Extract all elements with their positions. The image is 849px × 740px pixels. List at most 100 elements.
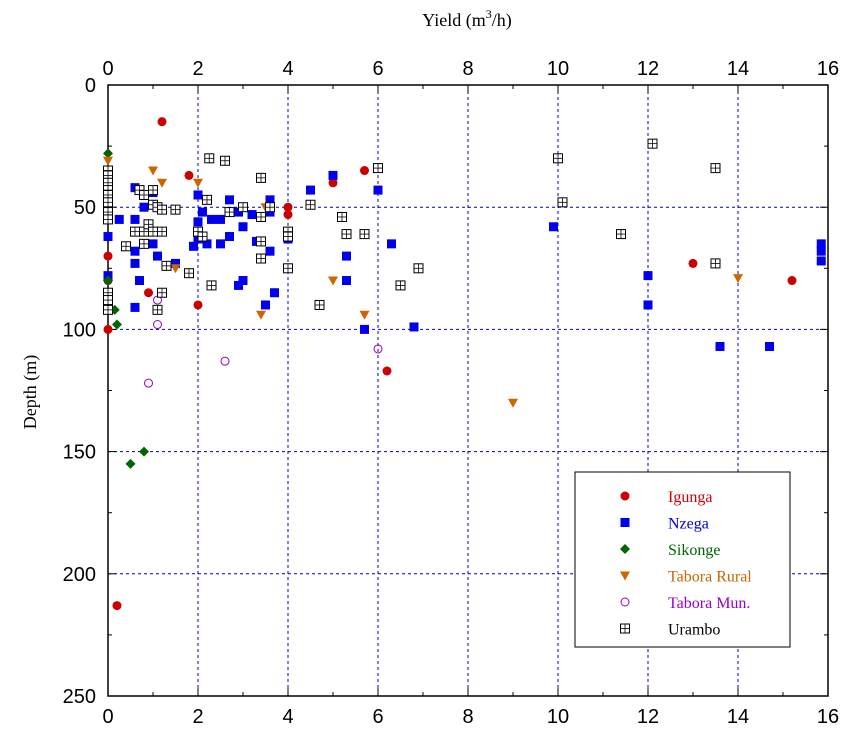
data-point (328, 178, 338, 188)
data-point (220, 356, 230, 366)
data-point (171, 258, 180, 268)
y-tick-label: 250 (63, 686, 96, 708)
x-tick-label-top: 6 (372, 58, 383, 80)
data-point (328, 276, 338, 286)
data-point (256, 172, 266, 183)
data-point (409, 322, 419, 332)
data-point (328, 170, 338, 180)
data-point (283, 202, 293, 212)
legend-marker (620, 544, 630, 554)
data-point (710, 258, 721, 269)
legend-marker (620, 491, 630, 501)
data-point (148, 226, 158, 237)
data-point (359, 310, 370, 320)
data-point (114, 214, 124, 224)
data-point (202, 194, 212, 205)
data-point (139, 446, 149, 457)
data-point (103, 275, 113, 286)
x-tick-label-bottom: 6 (372, 706, 383, 728)
data-point (373, 344, 383, 354)
data-point (342, 276, 351, 286)
data-point (144, 288, 153, 298)
data-point (135, 276, 144, 286)
data-point (170, 204, 181, 215)
data-point (103, 232, 113, 242)
data-point (373, 185, 383, 195)
data-point (193, 178, 203, 188)
data-point (238, 276, 248, 286)
x-tick-label-top: 12 (637, 58, 659, 80)
data-point (256, 253, 266, 264)
x-tick-label-bottom: 12 (637, 706, 659, 728)
data-point (170, 264, 181, 274)
data-point (224, 207, 235, 218)
data-point (103, 295, 113, 306)
data-point (125, 458, 136, 469)
data-point (157, 226, 167, 237)
data-point (247, 210, 257, 220)
data-point (225, 195, 234, 205)
data-point (341, 229, 352, 240)
data-point (157, 204, 167, 215)
data-point (238, 222, 248, 232)
data-point (216, 239, 225, 249)
data-point (153, 251, 162, 261)
data-point (139, 202, 149, 212)
y-tick-label: 100 (63, 319, 96, 341)
data-point (206, 280, 217, 291)
data-point (238, 202, 248, 213)
y-tick-label: 200 (63, 564, 96, 586)
x-tick-label-top: 14 (727, 58, 749, 80)
data-point (189, 241, 198, 251)
legend-label: Igunga (668, 489, 712, 506)
data-point (314, 299, 325, 310)
axis-ticks (107, 84, 829, 697)
data-point (197, 231, 208, 242)
data-point (103, 214, 113, 225)
data-point (508, 398, 518, 408)
data-point (305, 199, 316, 210)
legend-box (574, 471, 791, 648)
series-tabora-rural (103, 156, 743, 408)
data-point (553, 153, 563, 164)
data-point (112, 319, 122, 330)
data-point (198, 207, 207, 217)
x-tick-label-bottom: 0 (102, 706, 113, 728)
data-point (103, 148, 113, 159)
data-point (306, 185, 315, 195)
x-tick-label-top: 10 (547, 58, 569, 80)
data-point (225, 232, 234, 242)
data-point (342, 251, 351, 261)
data-point (130, 302, 140, 312)
data-point (130, 246, 140, 256)
data-point (139, 189, 149, 200)
legend-label: Urambo (668, 622, 720, 639)
x-tick-label-bottom: 4 (282, 706, 293, 728)
data-point (688, 258, 698, 268)
y-tick-label: 0 (85, 75, 96, 97)
data-point (103, 156, 113, 166)
legend-marker (620, 518, 630, 527)
data-point (647, 138, 658, 149)
data-point (103, 304, 113, 315)
data-point (765, 342, 774, 352)
legend-label: Sikonge (668, 542, 720, 559)
data-point (261, 300, 270, 310)
data-point (103, 324, 113, 334)
y-tick-label: 150 (63, 442, 96, 464)
data-point (204, 153, 215, 164)
x-tick-label-bottom: 8 (462, 706, 473, 728)
data-point (130, 226, 140, 237)
legend-marker (620, 571, 630, 581)
data-point (337, 211, 347, 222)
x-tick-label-bottom: 14 (727, 706, 749, 728)
data-point (152, 304, 163, 315)
data-point (643, 271, 653, 281)
x-tick-label-top: 2 (192, 58, 203, 80)
data-point (184, 170, 194, 180)
data-point (283, 231, 293, 242)
x-tick-label-top: 4 (282, 58, 293, 80)
x-tick-label-top: 8 (462, 58, 473, 80)
data-point (193, 300, 203, 310)
